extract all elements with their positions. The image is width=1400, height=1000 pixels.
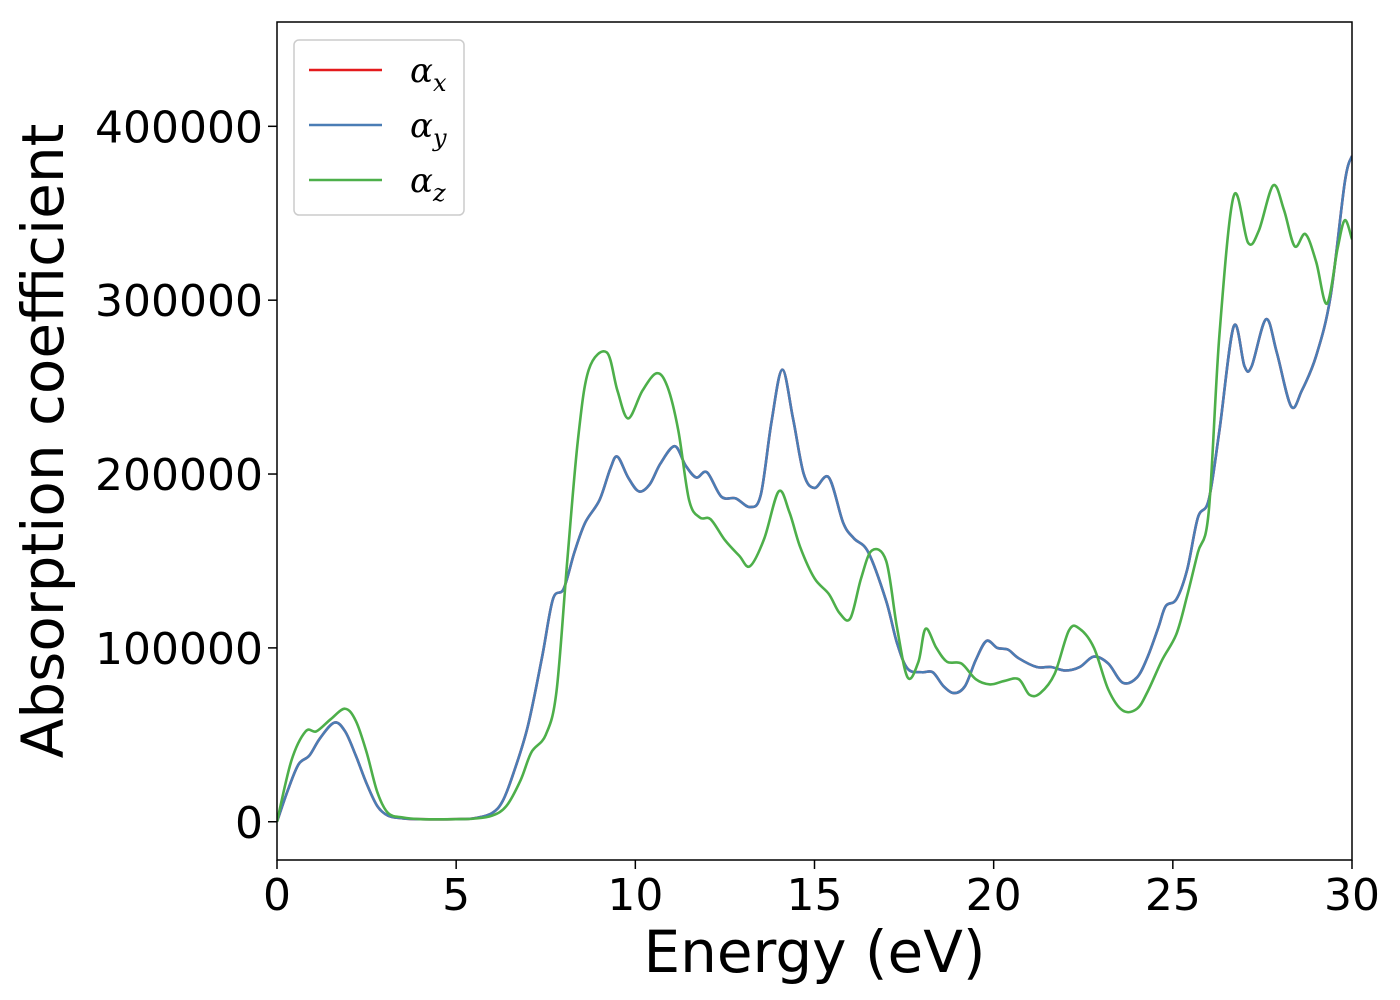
x-tick-label: 0 <box>263 870 291 921</box>
y-tick-label: 200000 <box>95 450 263 501</box>
axis-ticks: 0 5 10 15 20 25 30 0 100000 200000 300000 400000 <box>95 102 1380 921</box>
y-tick-label: 100000 <box>95 624 263 675</box>
series-line-z <box>277 183 1352 823</box>
legend-label-z: αz <box>410 161 446 207</box>
y-tick-label: 300000 <box>95 276 263 327</box>
series-line-y <box>277 155 1352 823</box>
x-tick-label: 5 <box>442 870 470 921</box>
series-layer <box>277 155 1352 823</box>
y-axis-label: Absorption coefficient <box>9 124 77 759</box>
y-tick-label: 400000 <box>95 102 263 153</box>
x-tick-label: 20 <box>966 870 1022 921</box>
x-tick-label: 25 <box>1145 870 1201 921</box>
x-tick-label: 15 <box>787 870 843 921</box>
y-tick-label: 0 <box>235 798 263 849</box>
x-axis-label: Energy (eV) <box>643 918 985 986</box>
legend-box <box>293 39 465 216</box>
x-tick-label: 30 <box>1324 870 1380 921</box>
x-tick-label: 10 <box>607 870 663 921</box>
